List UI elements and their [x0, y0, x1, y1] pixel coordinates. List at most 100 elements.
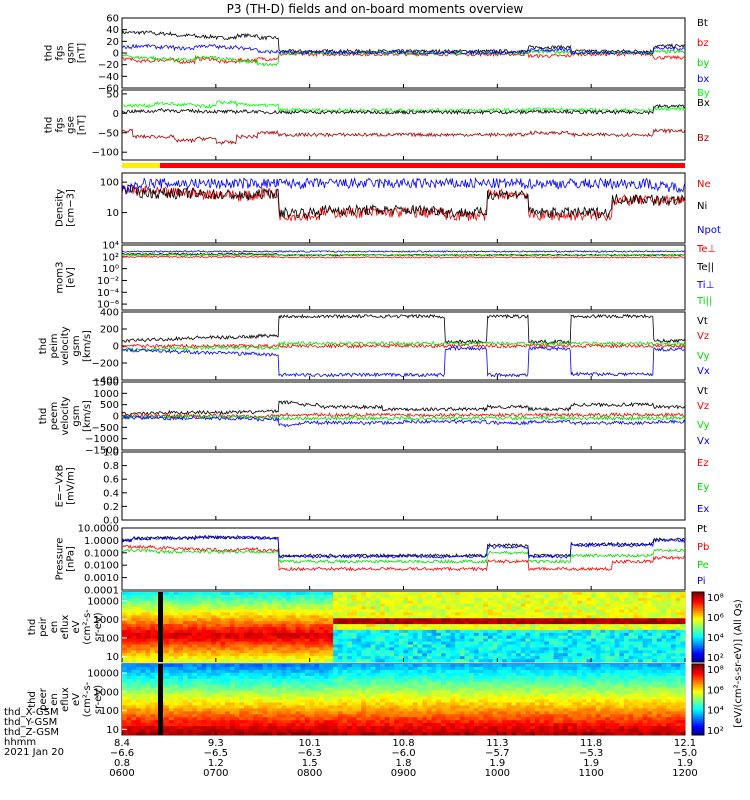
heatmap-cell [642, 629, 648, 634]
heatmap-cell [136, 638, 142, 642]
heatmap-cell [553, 597, 559, 602]
heatmap-cell [145, 597, 151, 602]
heatmap-cell [211, 632, 217, 637]
heatmap-cell [384, 705, 390, 709]
heatmap-cell [624, 629, 630, 634]
heatmap-cell [173, 592, 179, 596]
heatmap-cell [656, 659, 662, 663]
heatmap-cell [201, 702, 207, 706]
heatmap-cell [553, 644, 559, 648]
heatmap-cell [375, 681, 381, 686]
heatmap-cell [408, 638, 414, 642]
y-tick-label: 60 [106, 14, 119, 25]
y-tick-label: −40 [98, 72, 119, 83]
heatmap-cell [145, 681, 151, 686]
heatmap-cell [276, 717, 282, 721]
heatmap-cell [464, 669, 470, 674]
heatmap-cell [398, 672, 404, 677]
heatmap-cell [253, 699, 259, 703]
heatmap-cell [506, 632, 512, 637]
heatmap-cell [304, 675, 311, 680]
heatmap-cell [126, 618, 132, 622]
heatmap-cell [624, 638, 630, 642]
heatmap-cell [164, 723, 170, 727]
heatmap-cell [333, 644, 339, 648]
heatmap-cell [426, 615, 433, 619]
heatmap-cell [187, 702, 193, 706]
heatmap-cell [314, 603, 320, 607]
panel-frame [121, 244, 686, 311]
heatmap-cell [173, 675, 179, 680]
heatmap-cell [642, 632, 648, 637]
heatmap-cell [506, 647, 512, 651]
heatmap-cell [323, 711, 329, 715]
heatmap-cell [558, 656, 564, 660]
heatmap-cell [638, 656, 644, 660]
heatmap-cell [131, 699, 137, 703]
heatmap-cell [520, 650, 526, 654]
heatmap-cell [140, 644, 146, 648]
heatmap-cell [229, 635, 235, 640]
heatmap-cell [173, 615, 179, 619]
heatmap-cell [422, 624, 428, 628]
heatmap-cell [666, 612, 672, 616]
colorbar-step [692, 625, 704, 628]
heatmap-cell [544, 644, 550, 648]
heatmap-cell [530, 644, 536, 648]
heatmap-cell [333, 723, 339, 727]
heatmap-cell [675, 641, 681, 645]
heatmap-cell [633, 603, 639, 607]
heatmap-cell [201, 615, 207, 619]
heatmap-cell [661, 647, 667, 651]
heatmap-cell [417, 632, 423, 637]
heatmap-cell [281, 600, 287, 605]
heatmap-cell [525, 606, 531, 610]
heatmap-cell [455, 597, 461, 602]
heatmap-cell [539, 615, 545, 619]
heatmap-cell [248, 729, 254, 733]
heatmap-cell [347, 666, 353, 671]
heatmap-cell [628, 659, 634, 663]
heatmap-cell [633, 644, 639, 648]
heatmap-cell [197, 624, 203, 628]
heatmap-cell [638, 603, 644, 607]
heatmap-cell [609, 635, 616, 640]
heatmap-cell [506, 644, 512, 648]
heatmap-cell [319, 632, 325, 637]
heatmap-cell [398, 696, 404, 700]
heatmap-cell [323, 696, 329, 700]
heatmap-cell [126, 705, 132, 709]
heatmap-cell [502, 650, 508, 654]
heatmap-cell [136, 672, 142, 677]
heatmap-cell [426, 621, 433, 625]
heatmap-cell [398, 678, 404, 683]
heatmap-cell [591, 594, 597, 599]
heatmap-cell [445, 690, 451, 694]
heatmap-cell [131, 629, 137, 634]
heatmap-cell [286, 699, 292, 703]
heatmap-cell [567, 644, 573, 648]
heatmap-cell [164, 693, 170, 697]
heatmap-cell [520, 615, 526, 619]
heatmap-cell [464, 641, 470, 645]
heatmap-cell [314, 690, 320, 694]
heatmap-cell [295, 711, 301, 715]
y-axis-label-line: fgs [55, 117, 66, 132]
heatmap-cell [154, 690, 160, 694]
heatmap-cell [304, 717, 311, 721]
heatmap-cell [445, 723, 451, 727]
heatmap-cell [272, 690, 278, 694]
heatmap-cell [445, 675, 451, 680]
heatmap-cell [243, 612, 250, 616]
colorbar-step [692, 606, 704, 609]
heatmap-cell [534, 612, 540, 616]
heatmap-cell [281, 696, 287, 700]
heatmap-cell [403, 690, 409, 694]
heatmap-cell [220, 669, 226, 674]
heatmap-cell [586, 638, 592, 642]
heatmap-cell [295, 632, 301, 637]
heatmap-cell [145, 603, 151, 607]
heatmap-cell [516, 612, 522, 616]
heatmap-cell [211, 635, 217, 640]
heatmap-cell [572, 615, 578, 619]
